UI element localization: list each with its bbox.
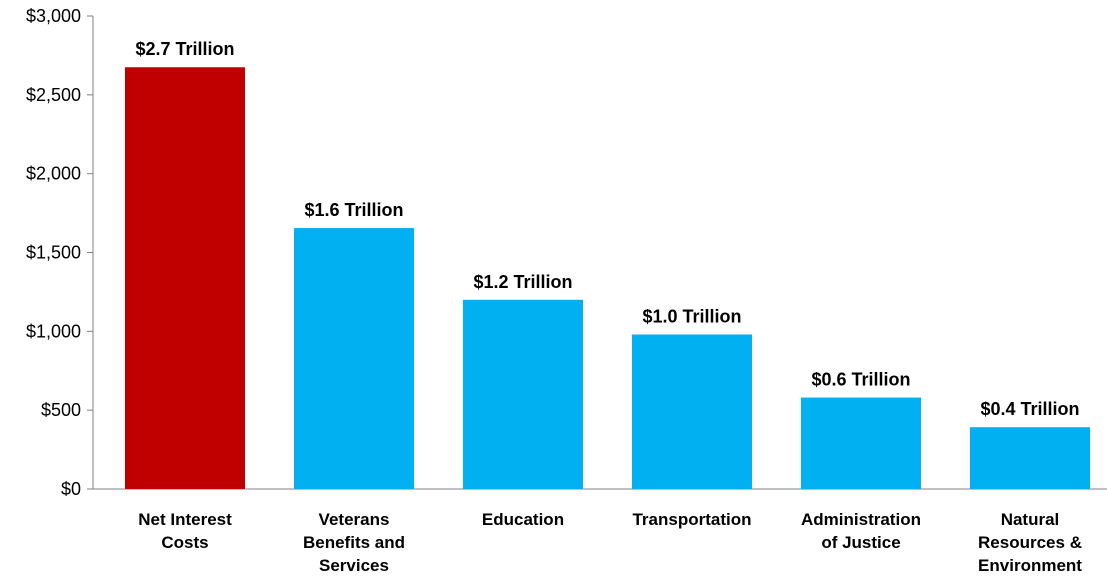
bar-value-label: $0.4 Trillion [980, 399, 1079, 419]
category-label: Net Interest Costs [138, 510, 232, 552]
y-tick-label: $2,000 [26, 164, 81, 184]
bars [125, 67, 1090, 490]
data-labels: $2.7 Trillion $1.6 Trillion $1.2 Trillion $… [135, 39, 1079, 419]
category-label: Natural Resources & Environment [978, 510, 1082, 575]
bar-value-label: $2.7 Trillion [135, 39, 234, 59]
y-tick-label: $1,000 [26, 321, 81, 341]
y-tick-label: $0 [61, 479, 81, 499]
axes [92, 16, 1107, 490]
bar [125, 67, 245, 489]
bar [294, 228, 414, 490]
bar-value-label: $0.6 Trillion [811, 370, 910, 390]
category-label: Administration of Justice [801, 510, 921, 552]
y-tick-label: $2,500 [26, 85, 81, 105]
category-label: Education [482, 510, 564, 529]
bar-value-label: $1.6 Trillion [304, 200, 403, 220]
category-label: Veterans Benefits and Services [303, 510, 405, 575]
bar [632, 334, 752, 489]
y-tick-label: $3,000 [26, 6, 81, 26]
y-axis-ticks: $0 $500 $1,000 $1,500 $2,000 $2,500 $3,000 [26, 6, 93, 499]
bar-value-label: $1.0 Trillion [642, 306, 741, 326]
y-tick-label: $500 [41, 400, 81, 420]
bar-value-label: $1.2 Trillion [473, 272, 572, 292]
category-labels: Net Interest Costs Veterans Benefits and Ser… [138, 510, 1082, 575]
bar [801, 397, 921, 489]
bar [970, 427, 1090, 489]
y-tick-label: $1,500 [26, 243, 81, 263]
category-label: Transportation [632, 510, 751, 529]
bar [463, 299, 583, 489]
